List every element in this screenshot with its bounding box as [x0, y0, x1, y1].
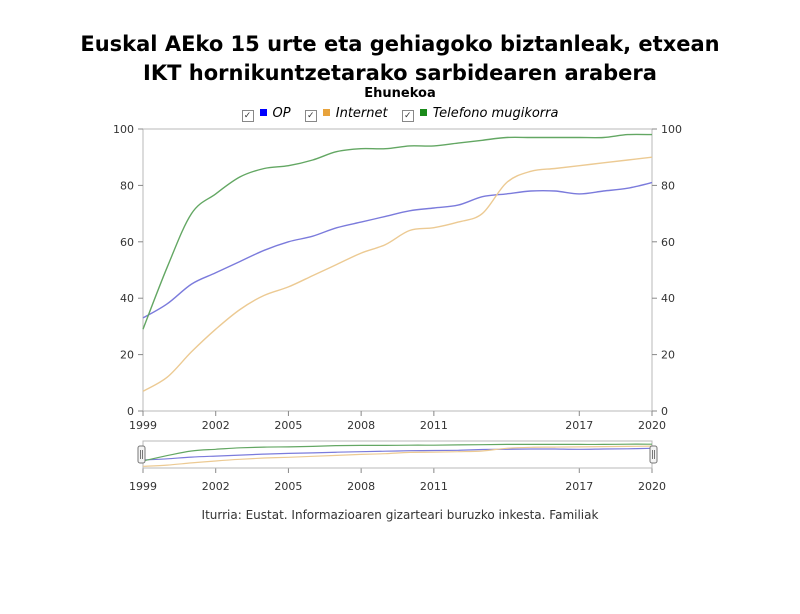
chart-title-line-1: Euskal AEko 15 urte eta gehiagoko biztan… [80, 32, 720, 56]
x-tick-label: 2011 [420, 419, 448, 432]
x-tick-label: 2020 [638, 419, 666, 432]
y-tick-label-left: 0 [127, 405, 134, 418]
navigator-x-tick-label: 2005 [274, 480, 302, 493]
y-tick-label-left: 60 [120, 236, 134, 249]
navigator-x-tick-label: 2017 [565, 480, 593, 493]
navigator-handle-right[interactable] [649, 445, 658, 464]
x-tick-label: 2008 [347, 419, 375, 432]
legend-label-telefono-mugikorra: Telefono mugikorra [432, 106, 559, 121]
legend-item-op[interactable]: ✓ OP [241, 106, 291, 122]
chart-title-line-2: IKT hornikuntzetarako sarbidearen araber… [143, 61, 657, 85]
legend-label-op: OP [272, 106, 291, 121]
y-tick-label-right: 100 [661, 123, 682, 136]
y-tick-label-left: 100 [113, 123, 134, 136]
plot-frame [142, 128, 653, 412]
navigator-x-tick-label: 2002 [202, 480, 230, 493]
legend-swatch-op [259, 109, 267, 116]
x-tick-label: 2005 [274, 419, 302, 432]
y-tick-label-right: 60 [661, 236, 675, 249]
navigator-handle-left[interactable] [137, 445, 146, 464]
legend-swatch-telefono-mugikorra [419, 109, 427, 116]
checkbox-icon[interactable]: ✓ [241, 110, 254, 122]
x-tick-label: 1999 [129, 419, 157, 432]
navigator-series-line-0 [142, 447, 653, 461]
y-tick-label-left: 40 [120, 292, 134, 305]
y-tick-label-right: 0 [661, 405, 668, 418]
x-tick-label: 2002 [202, 419, 230, 432]
navigator-x-tick-label: 2011 [420, 480, 448, 493]
x-tick-label: 2017 [565, 419, 593, 432]
legend-label-internet: Internet [335, 106, 388, 121]
series-line-0 [142, 181, 653, 319]
series-line-1 [142, 156, 653, 392]
legend-swatch-internet [322, 109, 330, 116]
navigator-x-tick-label: 2008 [347, 480, 375, 493]
legend: ✓ OP ✓ Internet ✓ Telefono mugikorra [0, 106, 800, 122]
navigator-series-line-1 [142, 445, 653, 467]
checkbox-icon[interactable]: ✓ [304, 110, 317, 122]
source-note: Iturria: Eustat. Informazioaren gizartea… [201, 508, 599, 522]
chart-subtitle: Ehunekoa [364, 86, 436, 101]
legend-item-internet[interactable]: ✓ Internet [304, 106, 388, 122]
y-tick-label-right: 40 [661, 292, 675, 305]
navigator-series-line-2 [142, 443, 653, 462]
series-line-2 [142, 133, 653, 330]
navigator-x-tick-label: 1999 [129, 480, 157, 493]
y-tick-label-left: 80 [120, 179, 134, 192]
legend-item-telefono-mugikorra[interactable]: ✓ Telefono mugikorra [401, 106, 559, 122]
checkbox-icon[interactable]: ✓ [401, 110, 414, 122]
navigator-x-tick-label: 2020 [638, 480, 666, 493]
y-tick-label-right: 80 [661, 179, 675, 192]
y-tick-label-left: 20 [120, 349, 134, 362]
y-tick-label-right: 20 [661, 349, 675, 362]
